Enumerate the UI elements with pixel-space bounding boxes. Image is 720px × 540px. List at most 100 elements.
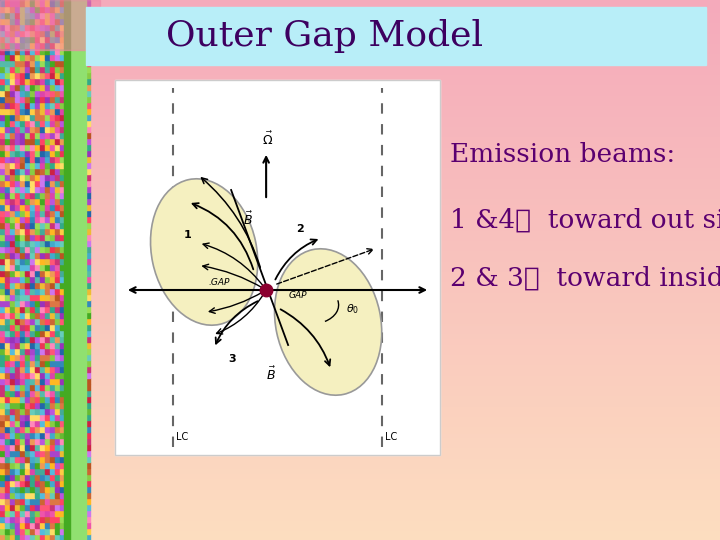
Bar — [75, 348, 80, 354]
Bar — [55, 300, 60, 306]
Bar — [30, 282, 35, 288]
Bar — [0, 222, 5, 228]
Bar — [60, 336, 65, 342]
Bar — [0, 183, 720, 184]
Bar — [35, 132, 40, 138]
Bar — [20, 282, 25, 288]
Bar — [0, 504, 720, 505]
Bar — [0, 145, 720, 146]
Bar — [55, 252, 60, 258]
Bar — [0, 425, 720, 426]
Bar — [70, 366, 75, 372]
Bar — [30, 120, 35, 126]
Bar — [45, 144, 50, 150]
Bar — [10, 180, 15, 186]
Bar — [30, 432, 35, 438]
Bar — [60, 90, 65, 96]
Bar — [85, 312, 90, 318]
Bar — [25, 474, 30, 480]
Bar — [70, 492, 75, 498]
Bar — [30, 348, 35, 354]
Bar — [30, 132, 35, 138]
Bar — [80, 450, 85, 456]
Bar — [0, 462, 5, 468]
Bar — [0, 430, 720, 431]
Bar — [70, 6, 75, 12]
Bar — [0, 114, 720, 115]
Bar — [25, 168, 30, 174]
Bar — [45, 12, 50, 18]
Bar — [0, 495, 720, 496]
Bar — [75, 480, 80, 486]
Bar — [70, 264, 75, 270]
Bar — [35, 522, 40, 528]
Bar — [50, 336, 55, 342]
Bar — [80, 24, 85, 30]
Bar — [65, 156, 70, 162]
Bar — [0, 460, 720, 461]
Bar — [70, 354, 75, 360]
Bar — [0, 514, 720, 515]
Bar — [55, 462, 60, 468]
Bar — [0, 168, 5, 174]
Bar — [55, 378, 60, 384]
Bar — [10, 342, 15, 348]
Bar — [0, 305, 720, 306]
Bar — [80, 348, 85, 354]
Bar — [40, 66, 45, 72]
Bar — [20, 186, 25, 192]
Bar — [60, 528, 65, 534]
Bar — [40, 414, 45, 420]
Bar — [5, 150, 10, 156]
Bar — [0, 174, 5, 180]
Bar — [50, 318, 55, 324]
Bar — [10, 390, 15, 396]
Bar — [0, 23, 720, 24]
Bar — [55, 456, 60, 462]
Bar — [50, 126, 55, 132]
Bar — [10, 462, 15, 468]
Bar — [0, 282, 720, 283]
Bar — [0, 383, 720, 384]
Bar — [10, 210, 15, 216]
Bar — [30, 6, 35, 12]
Bar — [70, 444, 75, 450]
Bar — [40, 114, 45, 120]
Bar — [0, 351, 720, 352]
Bar — [30, 156, 35, 162]
Bar — [75, 342, 80, 348]
Bar — [75, 18, 80, 24]
Bar — [20, 66, 25, 72]
Bar — [60, 222, 65, 228]
Bar — [35, 54, 40, 60]
Bar — [65, 306, 70, 312]
Bar — [70, 402, 75, 408]
Bar — [45, 528, 50, 534]
Bar — [60, 534, 65, 540]
Bar — [60, 192, 65, 198]
Bar — [5, 48, 10, 54]
Bar — [15, 72, 20, 78]
Bar — [45, 522, 50, 528]
Bar — [0, 220, 720, 221]
Bar — [0, 240, 720, 241]
Bar — [65, 66, 70, 72]
Bar — [60, 378, 65, 384]
Bar — [0, 483, 720, 484]
Bar — [65, 366, 70, 372]
Bar — [5, 36, 10, 42]
Bar — [85, 180, 90, 186]
Bar — [80, 312, 85, 318]
Bar — [0, 65, 720, 66]
Bar — [70, 156, 75, 162]
Bar — [60, 174, 65, 180]
Bar — [0, 456, 5, 462]
Bar — [20, 384, 25, 390]
Bar — [0, 512, 720, 513]
Bar — [20, 216, 25, 222]
Bar — [50, 360, 55, 366]
Bar — [70, 456, 75, 462]
Bar — [0, 481, 720, 482]
Bar — [70, 282, 75, 288]
Bar — [40, 132, 45, 138]
